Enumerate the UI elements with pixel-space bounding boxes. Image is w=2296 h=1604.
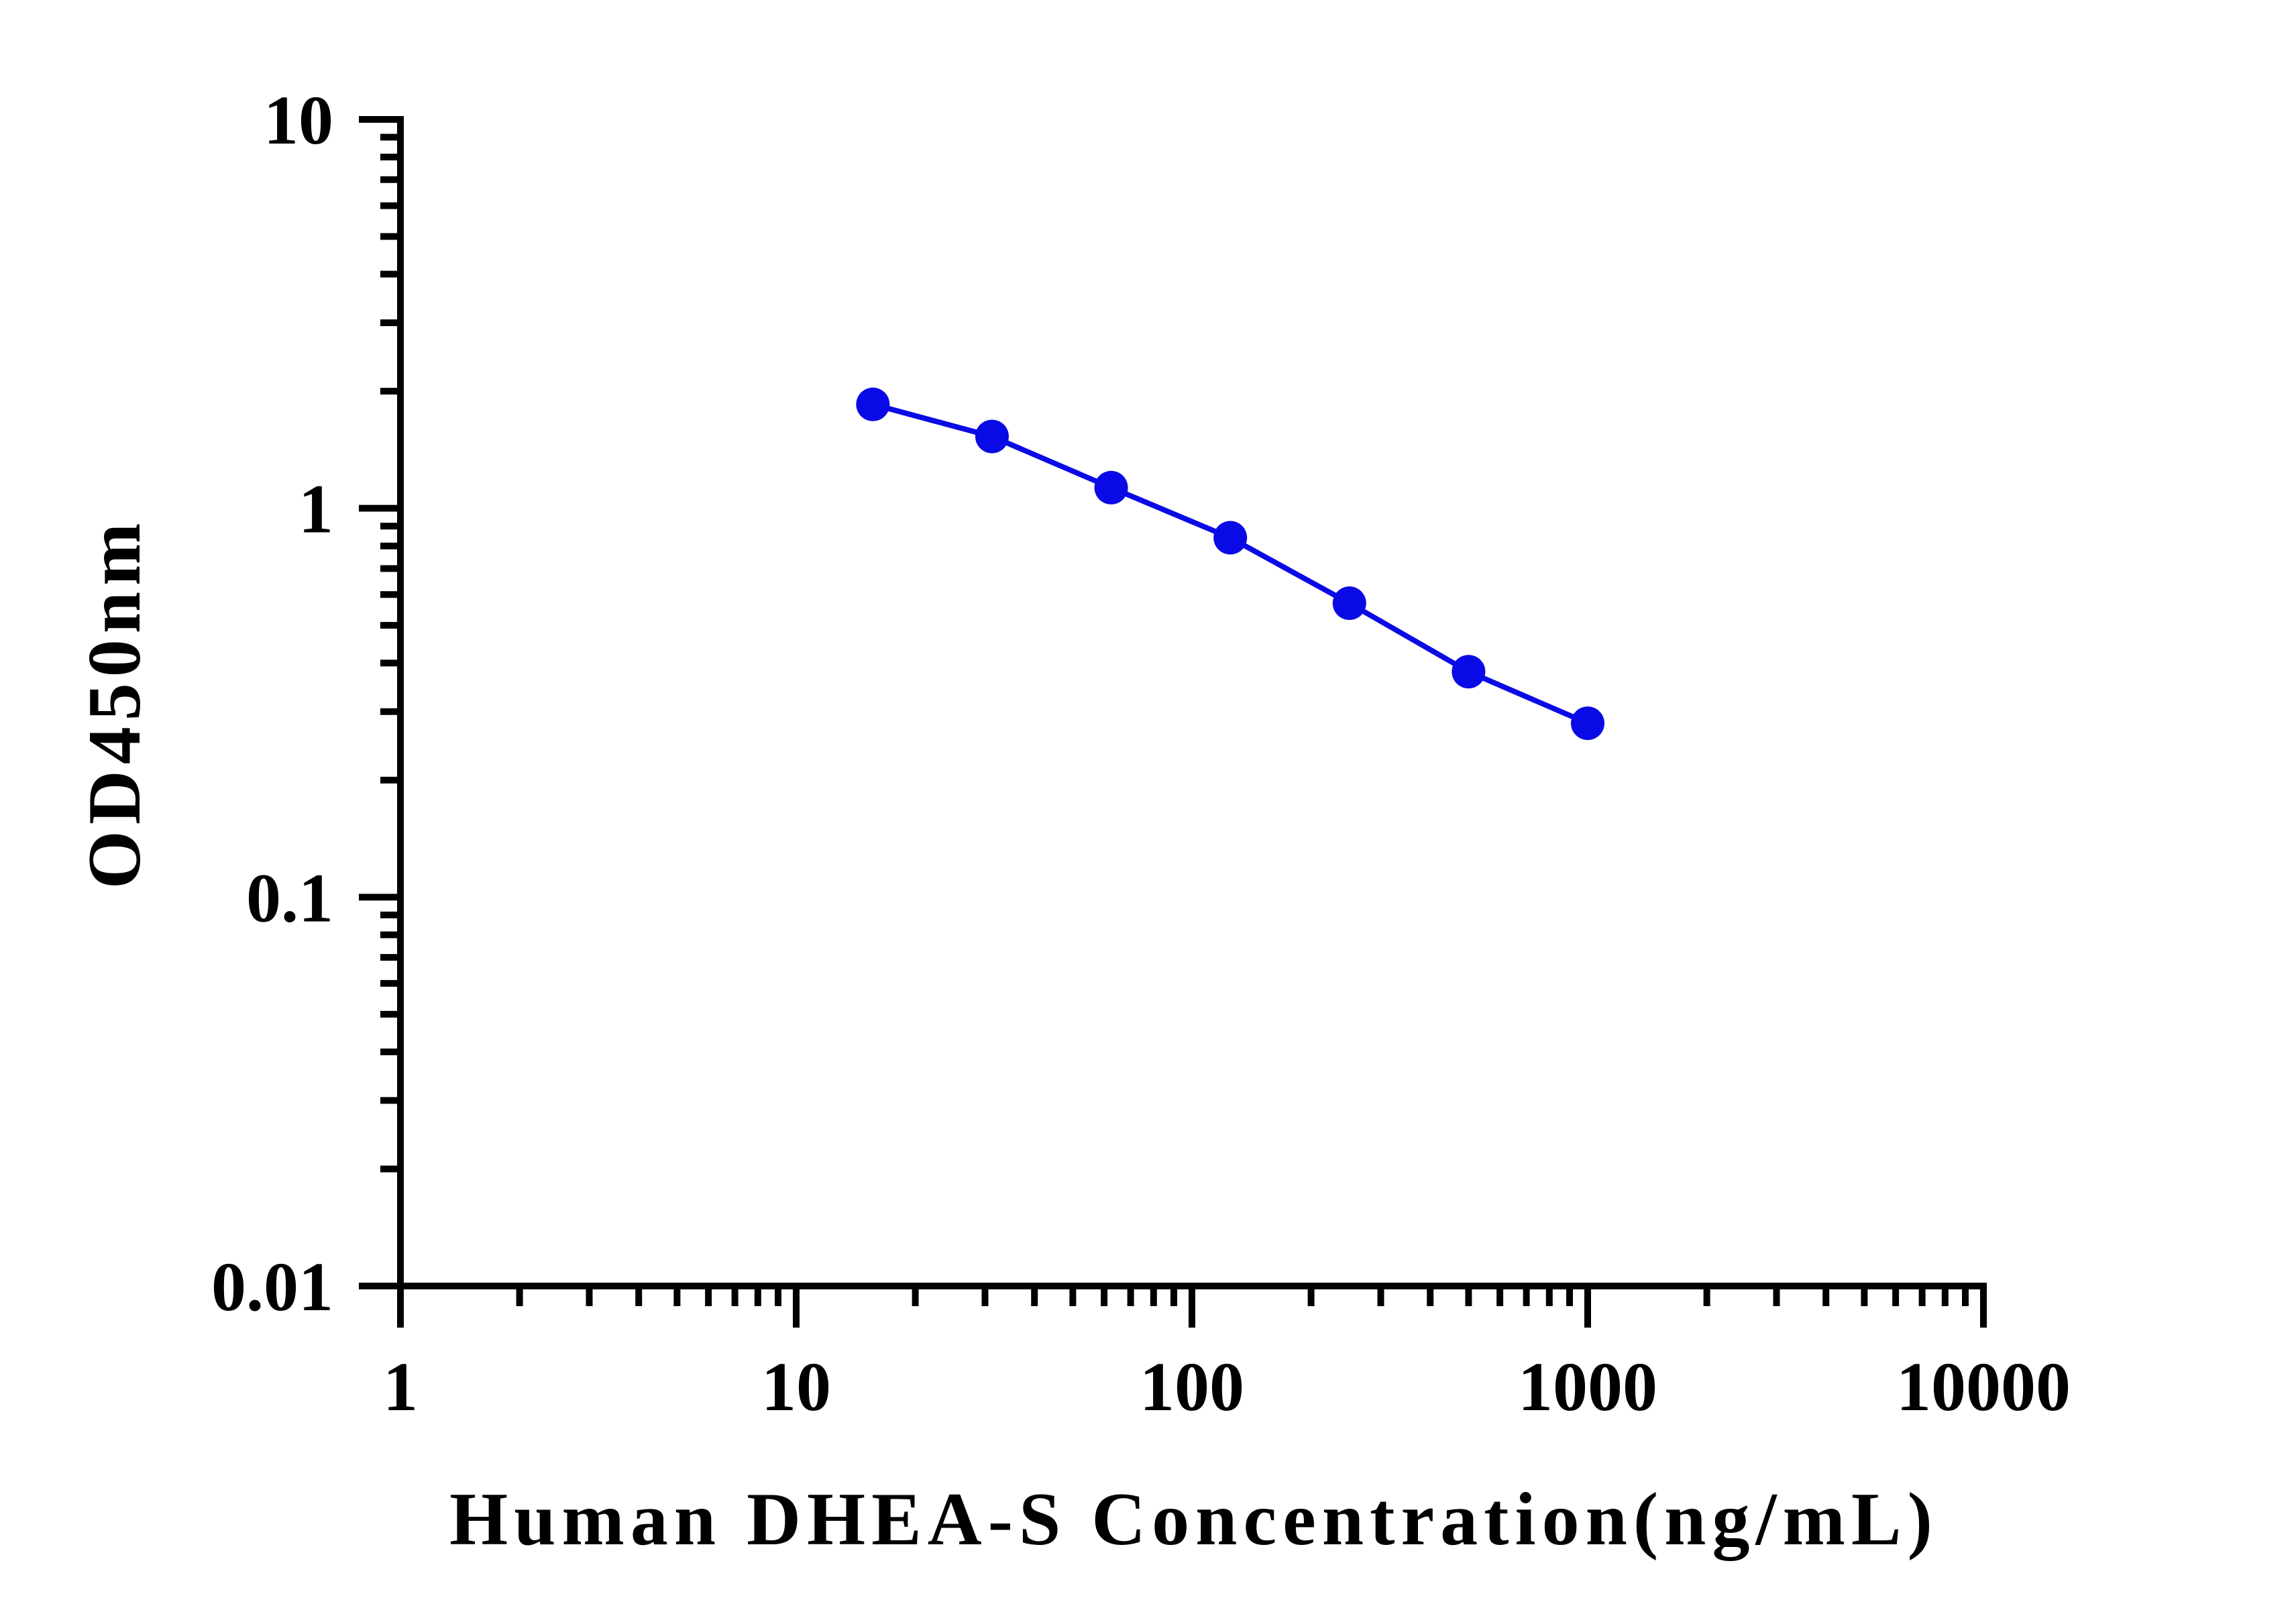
data-point [1452, 655, 1486, 689]
x-major-ticks [397, 1286, 1987, 1328]
x-tick-label: 100 [1140, 1348, 1244, 1426]
data-point [856, 387, 890, 421]
y-major-ticks [359, 116, 400, 1289]
x-tick-label: 10 [761, 1348, 831, 1426]
data-point [1094, 470, 1128, 504]
y-tick-label: 0.1 [246, 859, 333, 937]
data-point [975, 419, 1009, 453]
data-point [1332, 586, 1366, 621]
y-tick-label: 0.01 [211, 1248, 333, 1326]
x-tick-label: 1000 [1518, 1348, 1657, 1426]
data-point [1213, 521, 1248, 555]
x-axis-title: Human DHEA-S Concentration(ng/mL) [449, 1478, 1938, 1561]
data-point [1571, 706, 1604, 741]
y-axis-title: OD450nm [73, 517, 156, 890]
x-tick-labels: 1 10 100 1000 10000 [383, 1348, 2071, 1426]
y-tick-label: 10 [264, 82, 333, 159]
series-layer [856, 387, 1604, 741]
y-tick-labels: 0.01 0.1 1 10 [211, 82, 333, 1326]
y-tick-label: 1 [298, 471, 333, 548]
x-tick-label: 10000 [1896, 1348, 2071, 1426]
x-tick-label: 1 [383, 1348, 418, 1426]
x-minor-ticks [516, 1286, 1969, 1306]
